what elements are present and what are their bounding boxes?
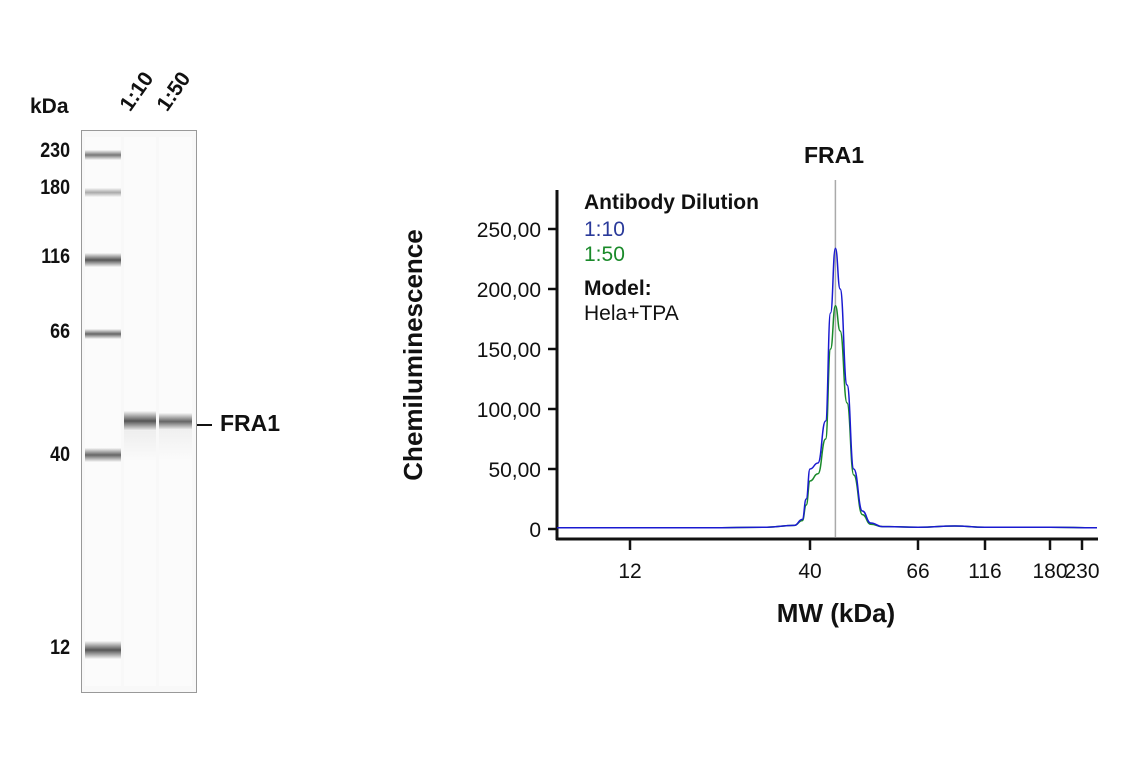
- x-tick-label: 40: [798, 560, 821, 583]
- sample-lane-2: [159, 137, 192, 686]
- model-value: Hela+TPA: [584, 302, 679, 325]
- series-line-1-10: [557, 247, 1098, 529]
- marker-116: 116: [41, 245, 70, 268]
- y-tick-label: 150,00: [477, 339, 541, 362]
- x-tick-label: 12: [618, 560, 641, 583]
- marker-230: 230: [40, 139, 70, 162]
- x-tick-label: 230: [1064, 560, 1099, 583]
- sample-lane-1: [124, 137, 156, 686]
- ladder-lane: [85, 137, 121, 686]
- chart-title: FRA1: [804, 142, 864, 168]
- legend-item-1-10: 1:10: [584, 218, 625, 241]
- y-tick-label: 200,00: [477, 279, 541, 302]
- marker-180: 180: [40, 176, 70, 199]
- marker-66: 66: [50, 320, 70, 343]
- y-axis-label: Chemiluminescence: [398, 229, 428, 480]
- y-tick-label: 50,00: [488, 459, 541, 482]
- model-label: Model:: [584, 277, 652, 300]
- y-tick-label: 100,00: [477, 399, 541, 422]
- series-line-1-50: [557, 305, 1098, 529]
- band-label-fra1: FRA1: [220, 410, 281, 436]
- blot-image: [81, 130, 197, 693]
- x-tick-label: 180: [1032, 560, 1067, 583]
- marker-40: 40: [50, 443, 70, 466]
- y-tick-label: 250,00: [477, 219, 541, 242]
- legend-item-1-50: 1:50: [584, 243, 625, 266]
- kda-unit-label: kDa: [30, 95, 69, 118]
- y-tick-label: 0: [529, 519, 541, 542]
- band-pointer-line: [197, 424, 212, 426]
- x-tick-label: 66: [906, 560, 929, 583]
- marker-12: 12: [50, 636, 70, 659]
- x-axis-label: MW (kDa): [777, 598, 895, 628]
- legend-title: Antibody Dilution: [584, 191, 759, 214]
- x-tick-label: 116: [968, 560, 1001, 583]
